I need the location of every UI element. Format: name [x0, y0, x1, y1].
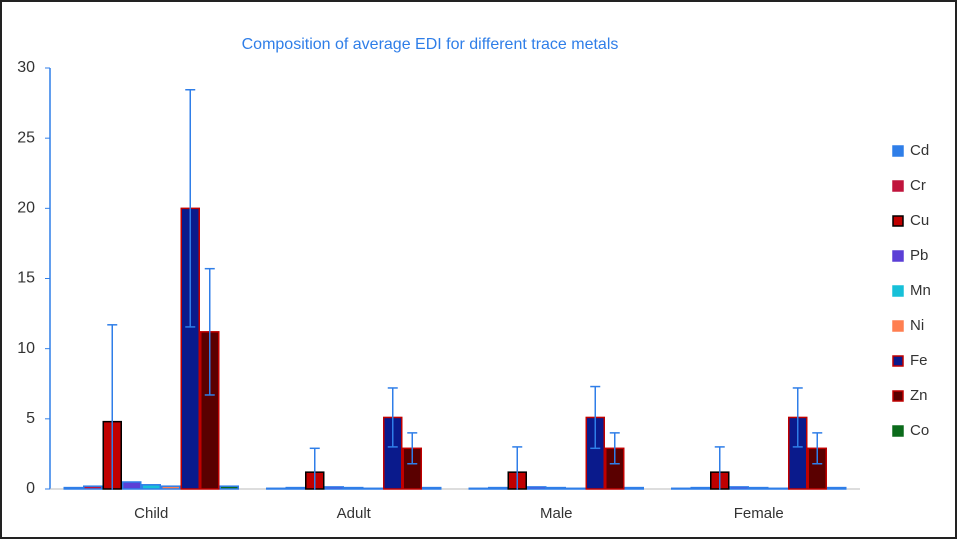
legend-label: Zn: [910, 387, 928, 404]
bar: [285, 486, 305, 490]
bar: [141, 484, 161, 490]
legend-swatch: [892, 425, 904, 437]
chart-title: Composition of average EDI for different…: [242, 36, 619, 53]
y-tick-label: 5: [26, 410, 35, 427]
bar: [671, 487, 691, 490]
y-tick-label: 25: [17, 129, 35, 146]
legend-swatch: [892, 355, 904, 367]
bar: [266, 487, 286, 490]
bar: [546, 486, 566, 490]
bar: [344, 486, 364, 490]
bar: [324, 486, 344, 490]
bar: [566, 487, 586, 490]
legend-label: Cd: [910, 142, 929, 159]
bar: [488, 486, 508, 490]
legend-swatch: [892, 320, 904, 332]
bar: [768, 487, 788, 490]
legend-label: Co: [910, 422, 929, 439]
bar: [161, 485, 181, 490]
legend-swatch: [892, 390, 904, 402]
y-tick-label: 15: [17, 270, 35, 287]
y-tick-label: 10: [17, 340, 35, 357]
bar: [527, 486, 547, 490]
legend-label: Mn: [910, 282, 931, 299]
bar: [422, 486, 442, 490]
legend-swatch: [892, 215, 904, 227]
legend-label: Pb: [910, 247, 928, 264]
bar: [624, 486, 644, 490]
bar: [363, 487, 383, 490]
x-tick-label: Adult: [337, 505, 372, 522]
legend-label: Ni: [910, 317, 924, 334]
y-tick-label: 0: [26, 480, 35, 497]
legend-swatch: [892, 285, 904, 297]
bar: [83, 485, 103, 490]
legend-swatch: [892, 145, 904, 157]
x-tick-label: Male: [540, 505, 573, 522]
plot-area: [63, 89, 847, 490]
bar: [729, 486, 749, 490]
bar: [219, 485, 239, 490]
legend-label: Cu: [910, 212, 929, 229]
legend-label: Cr: [910, 177, 926, 194]
bar: [63, 486, 83, 490]
bar: [690, 486, 710, 490]
y-tick-label: 30: [17, 59, 35, 76]
bar: [827, 486, 847, 490]
x-tick-label: Female: [734, 505, 784, 522]
legend-swatch: [892, 250, 904, 262]
bar: [122, 481, 142, 490]
x-tick-label: Child: [134, 505, 168, 522]
bar: [468, 487, 488, 490]
legend-label: Fe: [910, 352, 928, 369]
y-tick-label: 20: [17, 200, 35, 217]
legend-swatch: [892, 180, 904, 192]
bar: [749, 486, 769, 490]
